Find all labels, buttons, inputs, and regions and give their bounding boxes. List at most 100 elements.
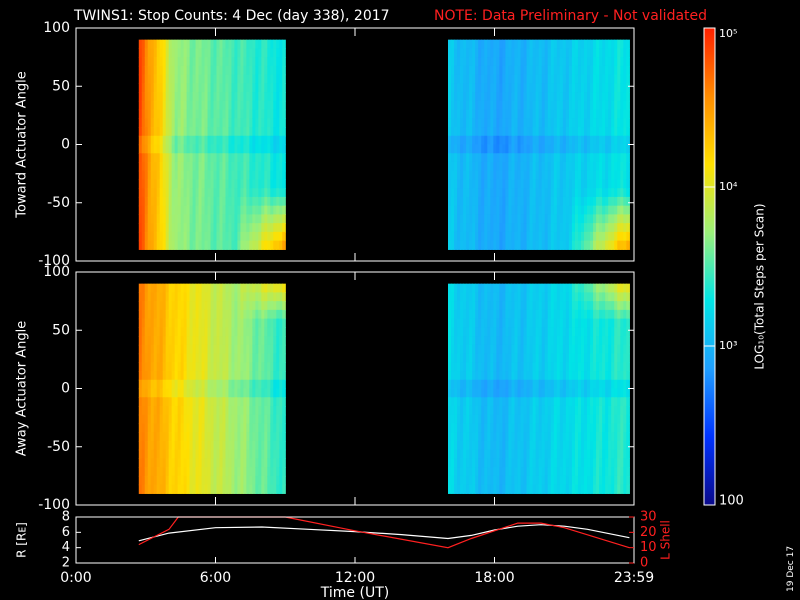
heatmap-cell — [460, 414, 464, 425]
heatmap-cell — [180, 309, 185, 320]
heatmap-cell — [267, 344, 271, 355]
heatmap-cell — [547, 161, 552, 172]
heatmap-cell — [484, 135, 488, 146]
heatmap-cell — [577, 118, 582, 128]
heatmap-cell — [568, 327, 573, 337]
heatmap-cell — [264, 467, 268, 477]
heatmap-cell — [553, 48, 558, 58]
heatmap-cell — [457, 92, 461, 102]
heatmap-cell — [611, 92, 615, 102]
heatmap-cell — [553, 397, 558, 407]
heatmap-cell — [484, 309, 488, 320]
heatmap-cell — [255, 388, 259, 398]
heatmap-cell — [159, 161, 164, 172]
heatmap-cell — [168, 205, 173, 215]
heatmap-cell — [258, 458, 262, 468]
heatmap-cell — [207, 353, 212, 363]
heatmap-cell — [514, 475, 519, 486]
heatmap-cell — [587, 57, 591, 67]
heatmap-cell — [174, 83, 179, 93]
heatmap-cell — [207, 127, 212, 137]
heatmap-cell — [270, 458, 274, 468]
heatmap-cell — [222, 100, 227, 111]
heatmap-cell — [168, 362, 173, 372]
heatmap-cell — [599, 92, 603, 102]
heatmap-cell — [213, 179, 218, 189]
heatmap-cell — [201, 231, 206, 242]
heatmap-cell — [454, 467, 458, 477]
heatmap-cell — [255, 153, 259, 163]
heatmap-cell — [596, 179, 600, 189]
heatmap-cell — [547, 414, 552, 425]
heatmap-cell — [213, 449, 218, 459]
heatmap-cell — [219, 170, 224, 181]
heatmap-cell — [490, 484, 494, 494]
heatmap-cell — [584, 231, 588, 242]
heatmap-cell — [514, 309, 519, 320]
heatmap-cell — [499, 327, 503, 337]
heatmap-cell — [222, 214, 227, 224]
heatmap-cell — [463, 484, 467, 494]
heatmap-cell — [186, 283, 191, 293]
heatmap-cell — [478, 449, 482, 459]
heatmap-cell — [201, 196, 206, 207]
heatmap-cell — [183, 353, 188, 363]
heatmap-cell — [617, 188, 621, 198]
heatmap-cell — [599, 127, 603, 137]
heatmap-cell — [273, 458, 277, 468]
heatmap-cell — [147, 475, 152, 486]
heatmap-cell — [213, 397, 218, 407]
heatmap-cell — [502, 379, 507, 390]
heatmap-cell — [249, 188, 253, 198]
heatmap-cell — [562, 301, 567, 311]
heatmap-cell — [514, 318, 519, 328]
heatmap-cell — [553, 127, 558, 137]
heatmap-cell — [526, 214, 531, 224]
heatmap-cell — [526, 292, 531, 302]
heatmap-cell — [571, 484, 576, 494]
y-axis-label: Toward Actuator Angle — [15, 71, 30, 218]
heatmap-cell — [574, 353, 579, 363]
heatmap-cell — [192, 118, 197, 128]
heatmap-cell — [255, 205, 259, 215]
heatmap-cell — [538, 118, 543, 128]
heatmap-cell — [602, 127, 606, 137]
heatmap-cell — [481, 362, 485, 372]
heatmap-cell — [454, 196, 458, 207]
heatmap-cell — [559, 170, 564, 181]
heatmap-cell — [201, 83, 206, 93]
heatmap-cell — [484, 327, 488, 337]
heatmap-cell — [225, 39, 230, 49]
heatmap-cell — [611, 83, 615, 93]
heatmap-cell — [234, 48, 239, 58]
heatmap-cell — [219, 135, 224, 146]
heatmap-cell — [475, 100, 479, 111]
heatmap-cell — [201, 388, 206, 398]
heatmap-cell — [478, 100, 482, 111]
heatmap-cell — [469, 388, 473, 398]
heatmap-cell — [267, 144, 271, 154]
heatmap-cell — [171, 449, 176, 459]
heatmap-cell — [562, 414, 567, 425]
heatmap-cell — [147, 153, 152, 163]
heatmap-cell — [550, 440, 555, 451]
heatmap-cell — [523, 327, 528, 337]
heatmap-cell — [273, 153, 277, 163]
heatmap-cell — [511, 153, 516, 163]
heatmap-cell — [174, 484, 179, 494]
heatmap-cell — [559, 144, 564, 154]
heatmap-cell — [457, 83, 461, 93]
heatmap-cell — [523, 388, 528, 398]
heatmap-cell — [541, 484, 546, 494]
heatmap-cell — [617, 118, 621, 128]
heatmap-cell — [189, 301, 194, 311]
heatmap-cell — [159, 57, 164, 67]
heatmap-cell — [469, 283, 473, 293]
heatmap-cell — [532, 467, 537, 477]
heatmap-cell — [472, 432, 476, 442]
heatmap-cell — [267, 92, 271, 102]
heatmap-cell — [568, 214, 573, 224]
heatmap-cell — [562, 405, 567, 416]
heatmap-cell — [264, 100, 268, 111]
heatmap-cell — [198, 414, 203, 425]
